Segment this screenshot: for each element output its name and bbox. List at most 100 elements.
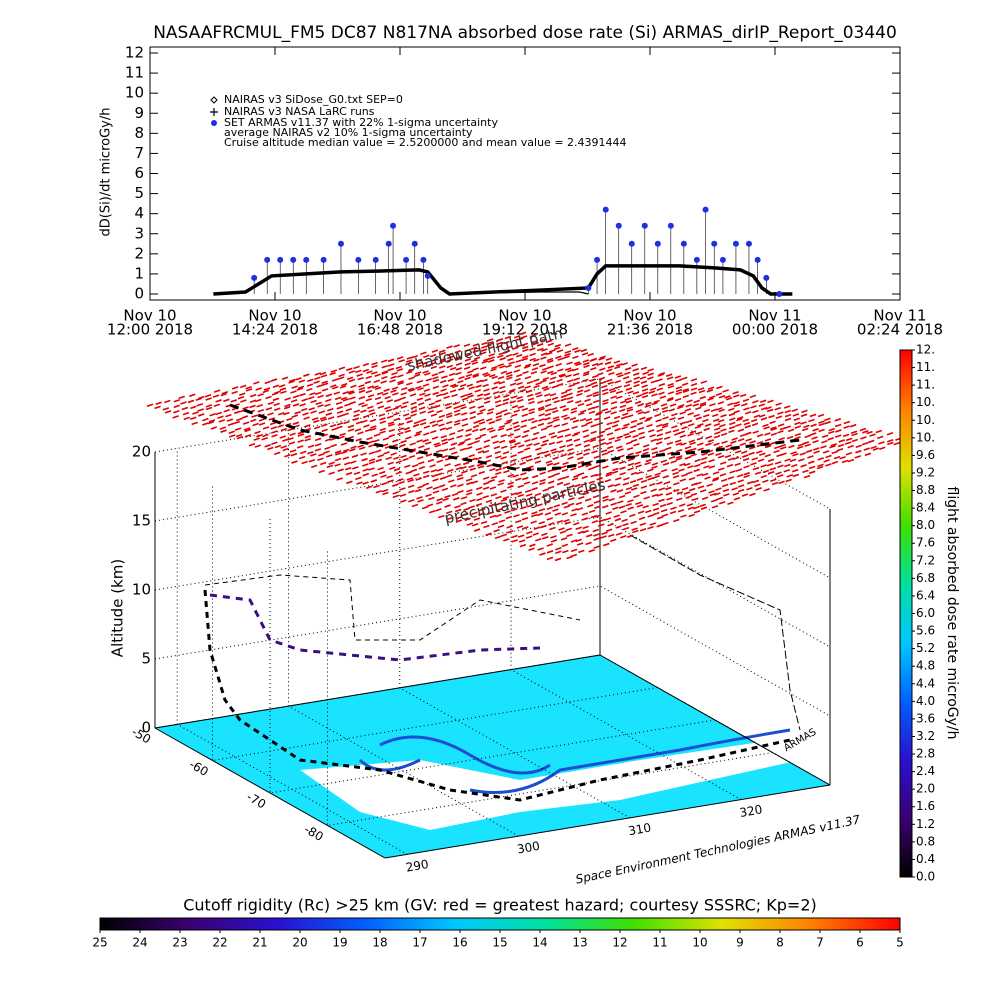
field-dash: [424, 363, 431, 368]
field-dash: [494, 535, 502, 540]
field-dash: [407, 368, 415, 372]
field-dash: [495, 344, 503, 349]
y-tick-label: 1: [134, 264, 144, 282]
field-dash: [378, 413, 386, 417]
field-dash: [470, 474, 478, 478]
field-dash: [155, 401, 162, 405]
field-dash: [575, 400, 582, 404]
field-dash: [428, 496, 435, 501]
field-dash: [764, 453, 771, 458]
data-point: [337, 240, 344, 247]
field-dash: [604, 427, 612, 431]
field-dash: [624, 397, 632, 401]
field-dash: [737, 488, 745, 493]
field-dash: [509, 462, 517, 467]
field-dash: [601, 531, 608, 536]
field-dash: [470, 359, 478, 363]
field-dash: [519, 543, 527, 548]
field-dash: [754, 483, 761, 487]
field-dash: [447, 516, 454, 521]
field-dash: [532, 362, 540, 367]
field-dash: [297, 385, 305, 390]
field-dash: [488, 420, 496, 425]
field-dash: [220, 429, 227, 433]
field-dash: [498, 479, 505, 483]
field-dash: [438, 370, 445, 374]
field-dash: [577, 530, 585, 535]
field-dash: [651, 401, 658, 406]
field-dash: [740, 450, 748, 455]
field-dash: [632, 529, 639, 534]
field-dash: [373, 484, 380, 489]
field-dash: [386, 475, 393, 479]
field-dash: [661, 424, 669, 429]
field-dash: [540, 352, 548, 356]
field-dash: [587, 352, 594, 357]
field-dash: [552, 409, 559, 414]
field-dash: [619, 466, 626, 470]
field-dash: [398, 359, 405, 363]
field-dash: [336, 410, 344, 414]
field-dash: [413, 373, 421, 378]
field-dash: [542, 450, 550, 454]
field-dash: [438, 423, 445, 427]
field-dash: [720, 461, 727, 465]
field-dash: [388, 423, 395, 427]
grid-line: [154, 516, 831, 648]
field-dash: [804, 434, 811, 439]
field-dash: [686, 503, 694, 507]
field-dash: [793, 417, 801, 422]
field-dash: [454, 505, 461, 509]
field-dash: [765, 406, 772, 410]
field-dash: [498, 424, 506, 429]
field-dash: [676, 491, 684, 495]
field-dash: [361, 403, 368, 408]
field-dash: [690, 387, 698, 391]
field-dash: [271, 441, 278, 446]
field-dash: [602, 498, 609, 502]
field-dash: [453, 409, 461, 413]
field-dash: [345, 471, 353, 476]
field-dash: [637, 411, 645, 415]
field-dash: [694, 425, 702, 429]
field-dash: [808, 418, 815, 423]
field-dash: [488, 345, 495, 350]
field-dash: [361, 457, 368, 462]
field-dash: [570, 548, 578, 553]
field-dash: [779, 443, 786, 448]
field-dash: [583, 448, 591, 452]
field-dash: [656, 523, 663, 528]
field-dash: [464, 517, 471, 522]
field-dash: [330, 369, 338, 373]
field-dash: [864, 452, 872, 457]
field-dash: [429, 362, 436, 366]
field-dash: [652, 502, 659, 507]
field-dash: [598, 357, 605, 361]
field-dash: [546, 462, 554, 467]
field-dash: [197, 413, 205, 417]
field-dash: [487, 342, 495, 346]
field-dash: [545, 339, 553, 344]
field-dash: [690, 382, 698, 387]
field-dash: [262, 426, 270, 430]
field-dash: [573, 381, 581, 386]
field-dash: [447, 468, 454, 473]
field-dash: [596, 434, 604, 439]
field-dash: [743, 474, 750, 479]
field-dash: [346, 480, 353, 485]
field-dash: [735, 423, 742, 427]
field-dash: [365, 375, 373, 380]
field-dash: [580, 482, 588, 487]
field-dash: [362, 481, 369, 485]
field-dash: [506, 374, 513, 378]
field-dash: [554, 343, 562, 348]
field-dash: [146, 403, 154, 408]
field-dash: [503, 394, 510, 398]
field-dash: [739, 433, 747, 437]
field-dash: [611, 424, 619, 428]
field-dash: [244, 434, 252, 438]
field-dash: [367, 385, 374, 389]
field-dash: [191, 421, 198, 426]
field-dash: [588, 509, 596, 514]
field-dash: [739, 393, 747, 398]
